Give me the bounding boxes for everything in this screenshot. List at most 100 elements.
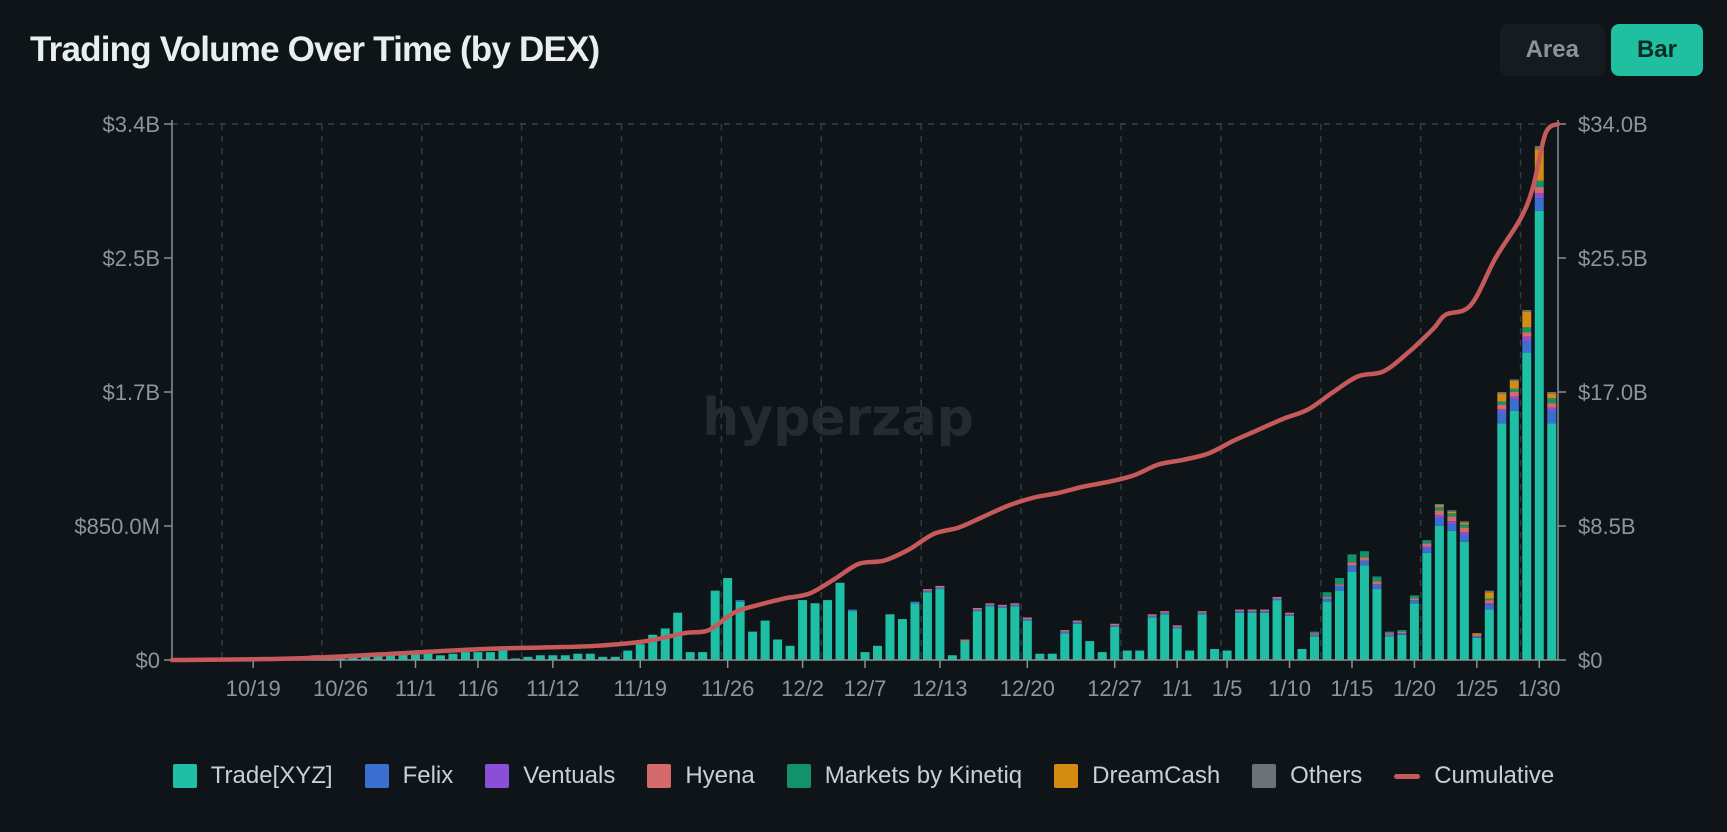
bar-segment [1459, 522, 1469, 525]
y-left-tick-label: $1.7B [103, 380, 161, 405]
bar-segment [1384, 631, 1394, 634]
bar-segment [510, 658, 520, 660]
bar-segment [1359, 551, 1369, 558]
bar-segment [523, 656, 533, 660]
bar-segment [1285, 615, 1295, 660]
bar-segment [1322, 598, 1332, 602]
bar-segment [423, 653, 433, 660]
x-tick-label: 11/6 [457, 676, 498, 701]
bar-segment [1197, 612, 1207, 615]
bar-segment [1185, 650, 1195, 660]
bar-segment [1197, 614, 1207, 660]
watermark-text: hyperzap [702, 388, 974, 448]
bar-segment [1422, 543, 1432, 547]
bar-segment [1472, 634, 1482, 637]
bar-segment [1484, 603, 1494, 605]
x-tick-label: 11/26 [701, 676, 754, 701]
y-left-tick-label: $3.4B [103, 112, 161, 137]
bar-segment [1097, 652, 1107, 660]
bar-segment [1235, 611, 1245, 613]
bar-segment [1522, 332, 1532, 337]
bar-segment [1422, 546, 1432, 549]
bar-segment [1285, 612, 1295, 615]
bar-segment [910, 601, 920, 604]
bar-segment [1484, 592, 1494, 599]
bar-segment [1547, 392, 1557, 394]
bar-segment [1422, 548, 1432, 553]
bar-segment [860, 652, 870, 660]
bar-segment [1472, 637, 1482, 660]
bar-segment [1547, 407, 1557, 411]
bar-segment [1272, 600, 1282, 660]
bar-segment [410, 650, 420, 660]
bar-segment [735, 600, 745, 602]
bar-segment [1334, 578, 1344, 585]
legend-label: DreamCash [1092, 762, 1221, 789]
bar-segment [1484, 598, 1494, 601]
bar-segment [1547, 410, 1557, 424]
bar-segment [1459, 521, 1469, 523]
bar-segment [435, 655, 445, 660]
page-title: Trading Volume Over Time (by DEX) [30, 30, 600, 69]
bar-segment [1384, 634, 1394, 637]
x-tick-label: 1/30 [1518, 676, 1561, 701]
bar-segment [373, 653, 383, 660]
bar-toggle-button[interactable]: Bar [1610, 24, 1703, 76]
bar-segment [935, 589, 945, 660]
bar-segment [635, 644, 645, 660]
bar-segment [1447, 516, 1457, 522]
legend-label: Ventuals [523, 762, 616, 789]
legend-item[interactable]: Others [1252, 762, 1362, 790]
legend-item[interactable]: Felix [364, 762, 454, 790]
bar-segment [972, 611, 982, 660]
bar-segment [1260, 609, 1270, 612]
bar-segment [460, 652, 470, 660]
bar-segment [1522, 327, 1532, 333]
area-toggle-button[interactable]: Area [1499, 24, 1605, 76]
bar-segment [1310, 634, 1320, 637]
x-tick-label: 10/19 [226, 676, 281, 701]
legend-item[interactable]: Markets by Kinetiq [786, 762, 1022, 790]
bar-segment [785, 645, 795, 660]
bar-segment [1509, 388, 1519, 392]
bar-segment [1522, 352, 1532, 660]
bar-segment [1222, 650, 1232, 660]
bar-segment [1359, 560, 1369, 566]
bar-segment [935, 587, 945, 590]
legend-item[interactable]: Hyena [647, 762, 755, 790]
x-tick-label: 12/13 [912, 676, 967, 701]
y-right-tick-label: $0 [1578, 648, 1602, 673]
legend-item[interactable]: Cumulative [1394, 762, 1554, 790]
bar-segment [1060, 630, 1070, 632]
bar-segment [1322, 596, 1332, 599]
bar-segment [1060, 631, 1070, 634]
bar-segment [1384, 636, 1394, 660]
bar-segment [1334, 585, 1344, 591]
bar-segment [1447, 510, 1457, 512]
bar-segment [1397, 633, 1407, 635]
bar-segment [398, 652, 408, 660]
bar-segment [1447, 524, 1457, 531]
bar-segment [997, 604, 1007, 607]
bar-segment [1272, 596, 1282, 599]
bar-segment [1447, 530, 1457, 660]
bar-segment [848, 611, 858, 660]
bar-segment [1434, 503, 1444, 506]
x-tick-label: 12/20 [1000, 676, 1055, 701]
bar-segment [535, 655, 545, 660]
bar-segment [1372, 581, 1382, 585]
bar-segment [1235, 609, 1245, 612]
bar-segment [972, 609, 982, 612]
bar-segment [1260, 611, 1270, 613]
legend-item[interactable]: Ventuals [485, 762, 615, 790]
bar-segment [823, 600, 833, 660]
bar-segment [1447, 513, 1457, 517]
bar-segment [1484, 600, 1494, 604]
legend-item[interactable]: Trade[XYZ] [172, 762, 333, 790]
legend-swatch [485, 764, 510, 788]
legend-label: Felix [402, 762, 454, 789]
bar-segment [623, 650, 633, 660]
x-tick-label: 1/20 [1393, 676, 1436, 701]
bar-segment [985, 603, 995, 605]
legend-item[interactable]: DreamCash [1054, 762, 1220, 790]
